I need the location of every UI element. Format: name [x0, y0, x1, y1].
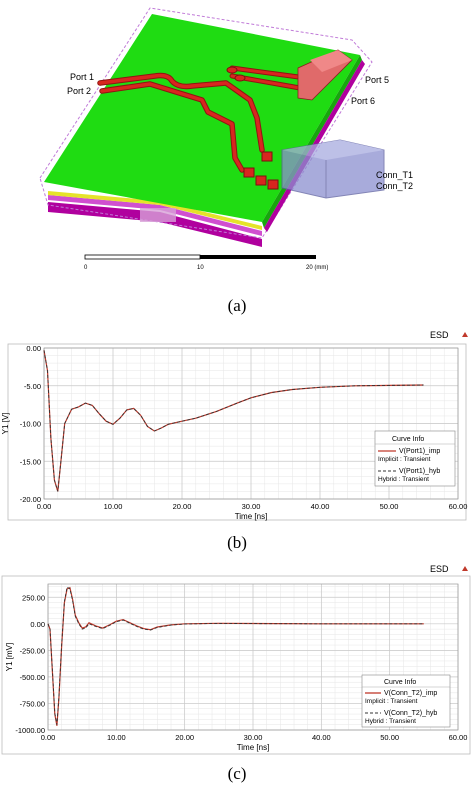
chart-b-legend-name-imp: V(Port1)_imp	[399, 448, 440, 455]
scale-bar: 0 10 20 (mm)	[84, 254, 328, 271]
chart-c-ytick-label: -250.00	[20, 646, 45, 655]
chart-c-xtick-label: 0.00	[41, 733, 56, 742]
chart-c-xtick-label: 40.00	[312, 733, 331, 742]
chart-c-xlabel: Time [ns]	[237, 743, 270, 752]
trace-port2-fill	[100, 82, 244, 172]
chart-c-ytick-label: 0.00	[30, 620, 45, 629]
chart-c-ytick-label: 250.00	[22, 593, 45, 602]
figure-b: ESD 0.00 10.00 20.00 30.00 40.00 50.00 60.00 0.…	[0, 326, 474, 526]
chart-c-ytick-label: -500.00	[20, 673, 45, 682]
chart-b-brand: ESD	[430, 330, 449, 340]
via-pad-2	[234, 74, 246, 82]
chart-c-ytick-label: -750.00	[20, 699, 45, 708]
label-port1: Port 1	[70, 72, 94, 82]
chart-b-ytick-label: 0.00	[26, 344, 41, 353]
bottom-pad	[140, 208, 176, 222]
chart-b-xtick-label: 30.00	[242, 502, 261, 511]
chart-c-legend: Curve Info V(Conn_T2)_imp Implicit : Tra…	[361, 674, 451, 728]
board-top-surface	[44, 14, 360, 222]
chart-b-ytick-label: -5.00	[24, 382, 41, 391]
chart-b-ytick-label: -15.00	[20, 457, 41, 466]
chart-b-legend: Curve Info V(Port1)_imp Implicit : Trans…	[374, 430, 456, 487]
chart-b-brand-icon	[462, 332, 468, 337]
port5-box-top	[310, 50, 352, 72]
chart-b-axes-border	[43, 347, 459, 500]
scale-tick-20: 20 (mm)	[306, 265, 328, 271]
via-pad-1	[226, 66, 238, 74]
chart-b-xtick-label: 10.00	[104, 502, 123, 511]
substrate-edge-yellow	[48, 191, 262, 230]
caption-b: (b)	[227, 533, 247, 552]
chart-c-xtick-label: 30.00	[244, 733, 263, 742]
chart-c-xtick-label: 60.00	[449, 733, 468, 742]
label-port2: Port 2	[67, 86, 91, 96]
label-port5: Port 5	[365, 75, 389, 85]
chart-c-legend-sub-hyb: Hybrid : Transient	[365, 718, 416, 725]
chart-b-svg: ESD 0.00 10.00 20.00 30.00 40.00 50.00 60.000.…	[1, 330, 468, 521]
chart-b-ytick-label: -20.00	[20, 495, 41, 504]
chart-b-legend-sub-imp: Implicit : Transient	[378, 456, 431, 463]
chart-c-brand-icon	[462, 566, 468, 571]
chart-c-brand: ESD	[430, 564, 449, 574]
chart-b-xlabel: Time [ns]	[235, 512, 268, 521]
chart-c-legend-title: Curve Info	[384, 679, 416, 686]
conn-pad-4	[267, 179, 279, 190]
chart-c-xtick-label: 10.00	[107, 733, 126, 742]
substrate-layer-mid	[48, 195, 262, 236]
label-conn-t2: Conn_T2	[376, 181, 413, 191]
chart-b-series-line-hyb	[43, 350, 424, 492]
chart-b-xtick-label: 40.00	[311, 502, 330, 511]
connector-body	[281, 139, 385, 199]
chart-b-ytick-label: -10.00	[20, 420, 41, 429]
figure-c: ESD 0.00 10.00 20.00 30.00 40.00 50.00 60.00 25…	[0, 562, 474, 758]
chart-c-xtick-label: 50.00	[380, 733, 399, 742]
trace-port5-fill	[230, 66, 308, 80]
caption-a: (a)	[227, 296, 247, 315]
chart-b-xtick-label: 60.00	[449, 502, 468, 511]
figure-a: Port 1 Port 2 Port 5 Port 6 Conn_T1 Conn…	[0, 0, 474, 300]
chart-b-xtick-label: 20.00	[173, 502, 192, 511]
chart-b-xtick-label: 50.00	[380, 502, 399, 511]
chart-c-svg: ESD 0.00 10.00 20.00 30.00 40.00 50.00 60.00 25…	[1, 564, 471, 755]
label-conn-t1: Conn_T1	[376, 170, 413, 180]
chart-c-legend-name-hyb: V(Conn_T2)_hyb	[384, 710, 437, 717]
chart-c-ytick-label: -1000.00	[15, 726, 45, 735]
scale-tick-10: 10	[197, 265, 204, 271]
chart-c-series-line-hyb	[47, 586, 424, 725]
label-port6: Port 6	[351, 96, 375, 106]
chart-b-legend-sub-hyb: Hybrid : Transient	[378, 476, 429, 483]
conn-pad-3	[255, 175, 267, 186]
chart-c-axes-border	[47, 583, 459, 731]
trace-port1-fill	[98, 73, 264, 152]
chart-c-legend-name-imp: V(Conn_T2)_imp	[384, 690, 437, 697]
scale-tick-0: 0	[84, 265, 88, 271]
chart-c-ylabel: Y1 [mV]	[5, 643, 14, 671]
chart-c-legend-sub-imp: Implicit : Transient	[365, 698, 418, 705]
chart-b-plot-area: 0.00 10.00 20.00 30.00 40.00 50.00 60.00 0.00 -5…	[1, 344, 467, 521]
chart-b-legend-title: Curve Info	[392, 436, 424, 443]
chart-b-legend-name-hyb: V(Port1)_hyb	[399, 468, 440, 475]
caption-c: (c)	[227, 764, 247, 783]
chart-c-xtick-label: 20.00	[175, 733, 194, 742]
chart-b-xtick-label: 0.00	[37, 502, 52, 511]
conn-pad-2	[243, 167, 255, 178]
pcb-model-render: Port 1 Port 2 Port 5 Port 6 Conn_T1 Conn…	[39, 7, 413, 271]
air-box-outline	[39, 7, 373, 239]
chart-b-ylabel: Y1 [V]	[1, 413, 10, 435]
conn-pad-1	[261, 151, 273, 162]
